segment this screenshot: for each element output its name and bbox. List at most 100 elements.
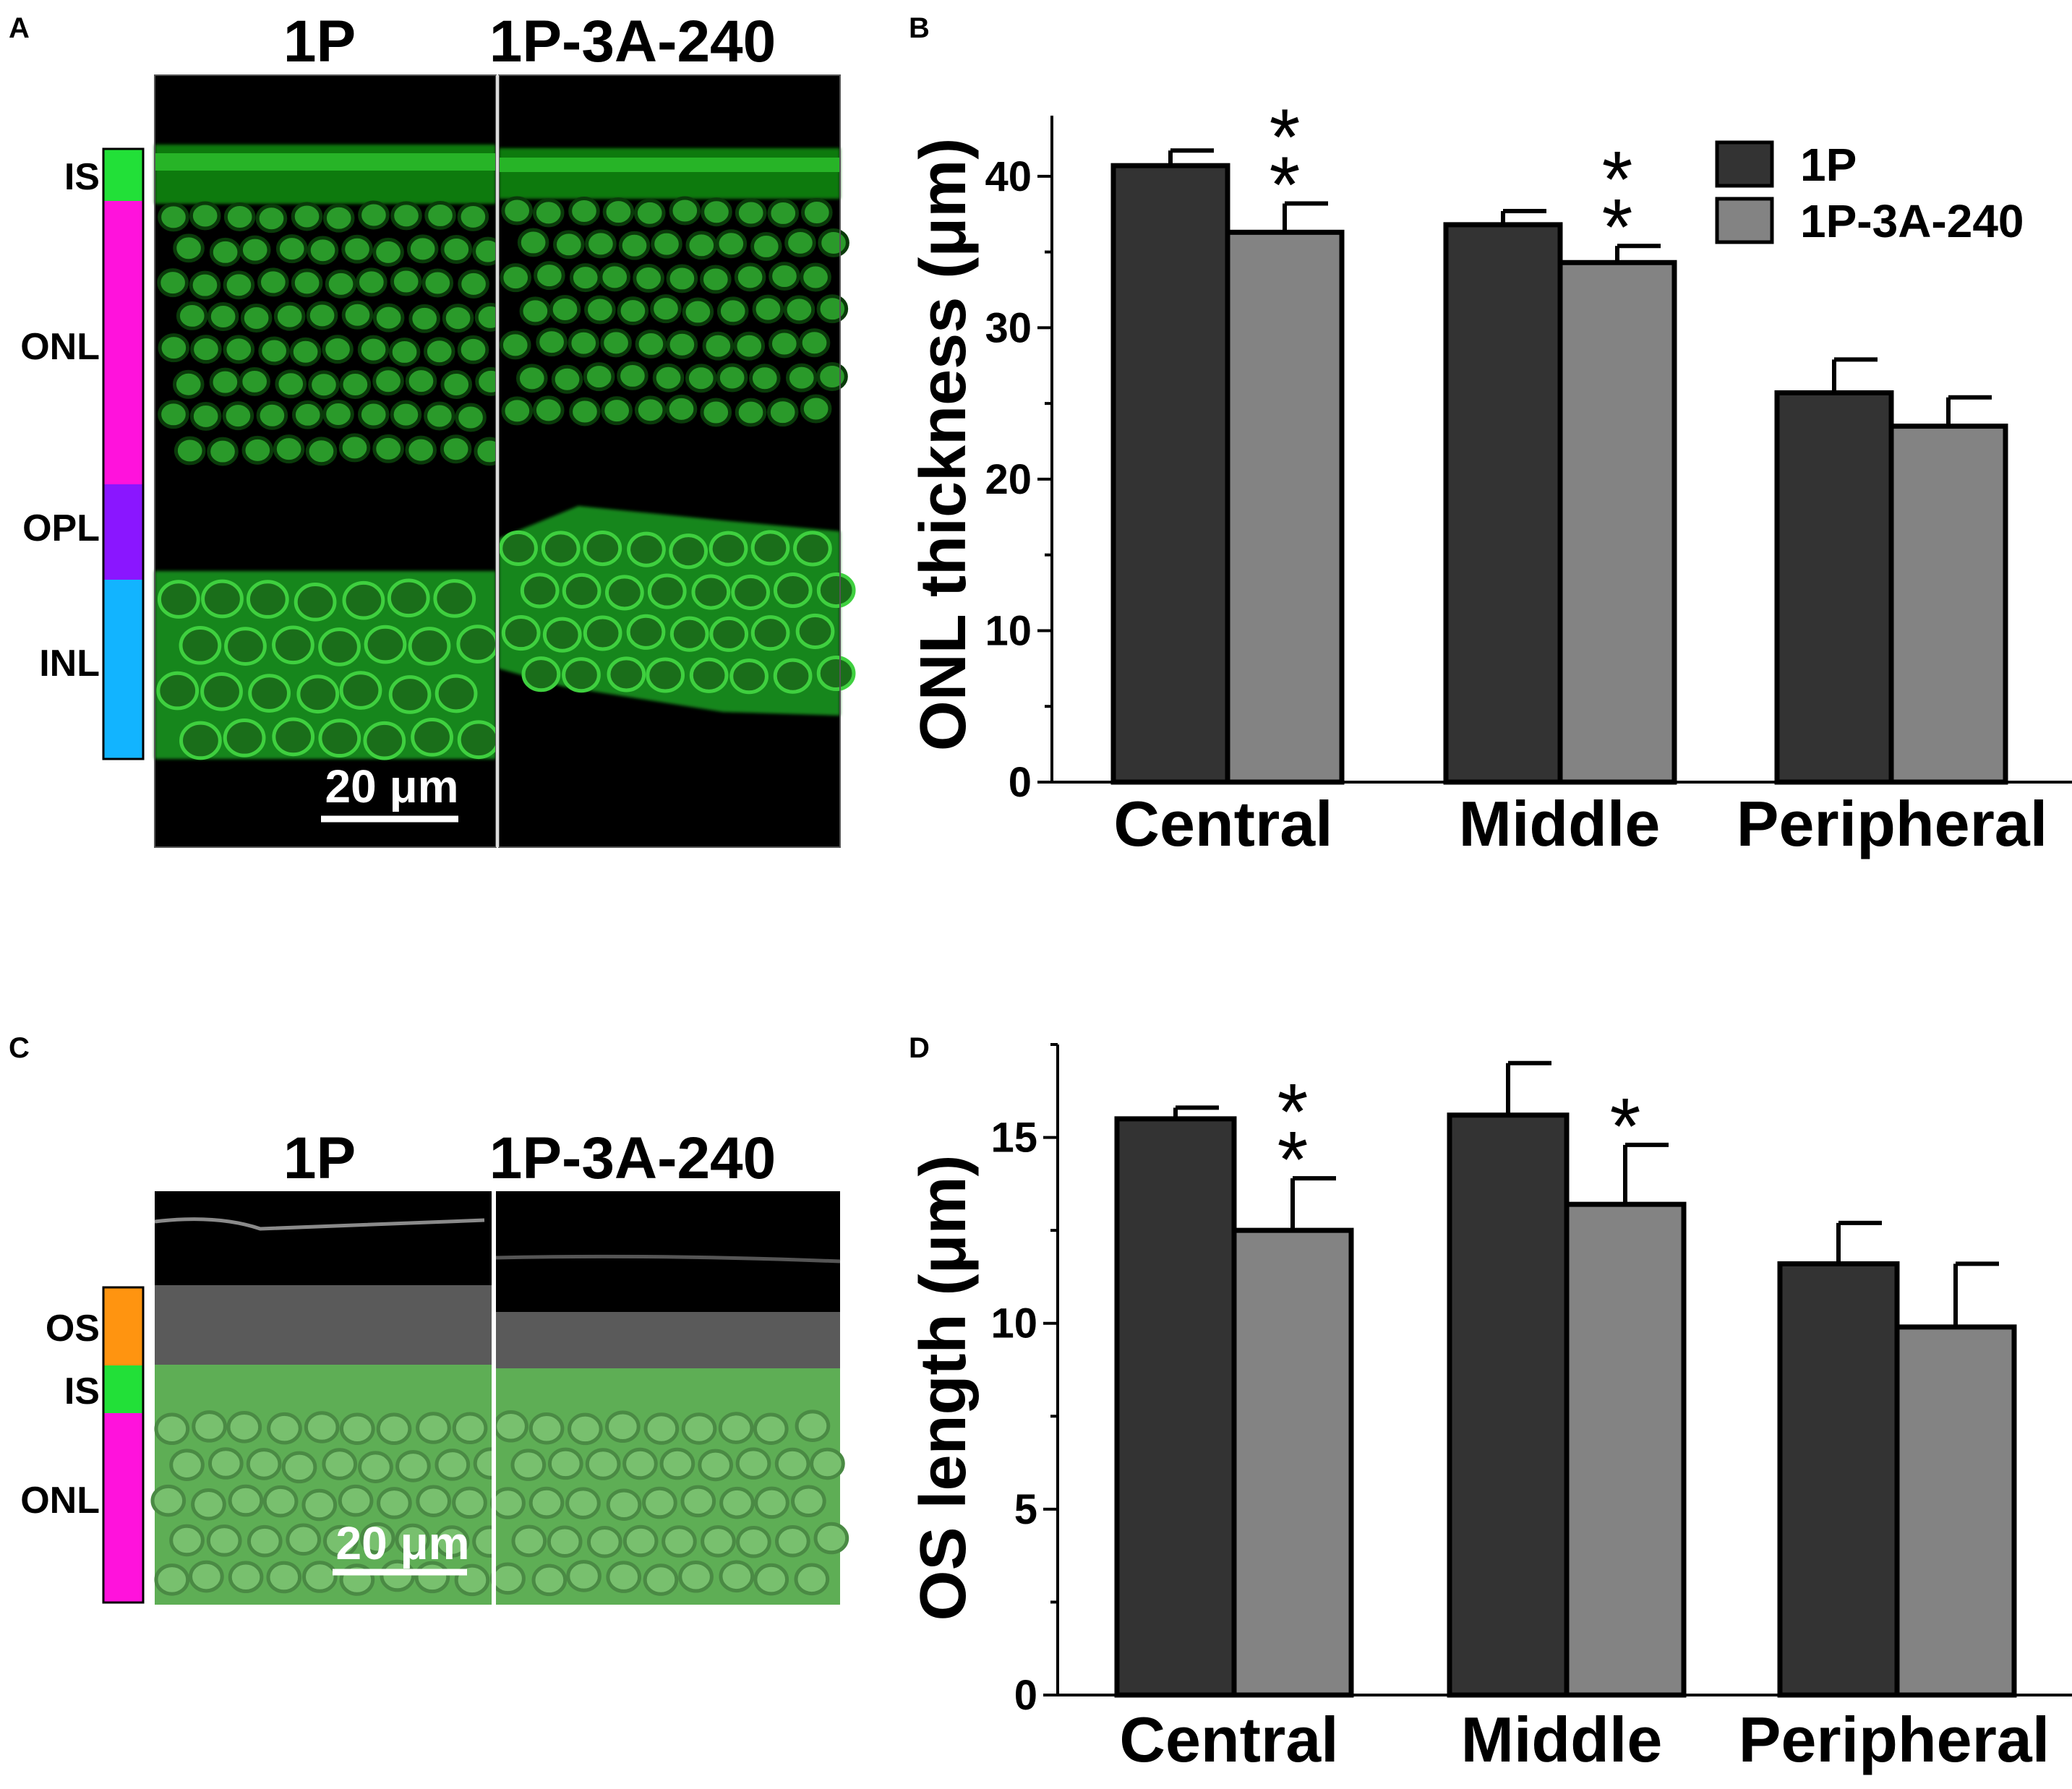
nucleus (339, 671, 382, 710)
nucleus (440, 370, 473, 399)
layer-label-onl-c: ONL (20, 1480, 100, 1522)
nucleus (179, 721, 222, 760)
nucleus (390, 267, 422, 296)
nucleus (192, 1410, 227, 1443)
nucleus (257, 267, 289, 297)
nucleus (357, 335, 390, 364)
onl-texture-1p (150, 1410, 509, 1597)
nucleus (157, 268, 189, 298)
nucleus (322, 203, 355, 233)
nucleus (209, 367, 241, 397)
significance-mark: * (1277, 1115, 1309, 1204)
nucleus (357, 400, 390, 429)
nucleus (816, 572, 856, 609)
nucleus (405, 435, 437, 465)
nucleus (294, 583, 337, 622)
nucleus (735, 1447, 771, 1480)
nucleus (169, 1524, 205, 1557)
scale-bar-label-a: 20 μm (325, 760, 458, 812)
nucleus (753, 1563, 789, 1596)
nucleus (733, 331, 766, 361)
nucleus (240, 304, 273, 333)
nucleus (791, 1485, 826, 1518)
nucleus (424, 200, 456, 230)
nucleus (322, 1448, 358, 1480)
nucleus (750, 231, 782, 261)
nucleus (586, 1525, 622, 1558)
y-tick-label: 15 (990, 1115, 1037, 1162)
nucleus (322, 335, 354, 364)
layer-bar-opl (103, 484, 143, 580)
nucleus (794, 1563, 830, 1596)
nucleus (239, 235, 271, 265)
scale-bar-label-c: 20 μm (335, 1517, 469, 1569)
nucleus (601, 396, 633, 426)
nucleus (305, 437, 338, 466)
nucleus (775, 1524, 810, 1558)
nucleus (416, 1485, 452, 1517)
y-tick-label: 30 (985, 304, 1032, 351)
nucleus (358, 200, 390, 230)
legend-swatch-1p3a240 (1715, 197, 1774, 244)
nucleus (434, 674, 478, 713)
nucleus (490, 1487, 526, 1519)
nucleus (607, 656, 646, 692)
panel-d-letter: D (909, 1032, 930, 1064)
nucleus (767, 198, 800, 228)
nucleus (395, 1523, 431, 1556)
significance-mark: * (1602, 183, 1633, 272)
nucleus (562, 572, 602, 609)
panel-c-title-1p: 1P (283, 1125, 356, 1191)
nucleus (517, 228, 549, 257)
nucleus (734, 262, 766, 292)
layer-bar-outline (102, 147, 145, 760)
nucleus (189, 270, 221, 300)
nucleus (562, 657, 601, 693)
nucleus (551, 364, 583, 394)
nucleus (273, 301, 306, 331)
nucleus (633, 198, 666, 228)
nucleus (440, 235, 473, 264)
nucleus (605, 1410, 641, 1443)
nucleus (291, 400, 324, 429)
nucleus (272, 717, 315, 757)
nucleus (322, 400, 354, 429)
nucleus (457, 202, 489, 231)
nucleus (795, 613, 835, 649)
nucleus (769, 262, 800, 291)
nucleus (785, 363, 818, 392)
panel-a: A 1P 1P-3A-240 IS ONL OPL INL (9, 9, 856, 848)
panel-c-title-1p3a240: 1P-3A-240 (489, 1125, 776, 1191)
nucleus (532, 395, 565, 425)
nucleus (754, 1486, 789, 1519)
chart-b-xtick-middle: Middle (1459, 788, 1661, 859)
nucleus (549, 294, 581, 324)
nucleus (783, 295, 815, 325)
layer-bar-outline-c (102, 1286, 145, 1604)
nucleus (424, 401, 455, 431)
bar-peripheral-1 (1894, 1324, 2017, 1698)
nucleus (622, 1447, 658, 1480)
nucleus (729, 658, 769, 695)
significance-mark: * (1277, 1068, 1309, 1157)
nucleus (359, 1522, 395, 1555)
layer-label-is: IS (64, 156, 100, 198)
layer-bar-is-c (103, 1365, 143, 1413)
nucleus (308, 370, 340, 400)
nucleus (286, 1523, 322, 1556)
nucleus (499, 330, 531, 360)
nucleus (224, 627, 267, 666)
nucleus (226, 1411, 262, 1443)
nucleus (200, 672, 243, 711)
legend-label-1p: 1P (1800, 139, 1857, 191)
nucleus (617, 296, 649, 326)
nucleus (701, 1525, 736, 1558)
nucleus (520, 572, 560, 609)
nucleus (390, 400, 422, 429)
bar-central-0 (1110, 163, 1230, 785)
panel-c: C 1P 1P-3A-240 OS IS ONL 20 μm (9, 1032, 849, 1605)
nucleus (532, 198, 565, 228)
nucleus (222, 401, 254, 431)
nucleus (719, 1560, 755, 1593)
